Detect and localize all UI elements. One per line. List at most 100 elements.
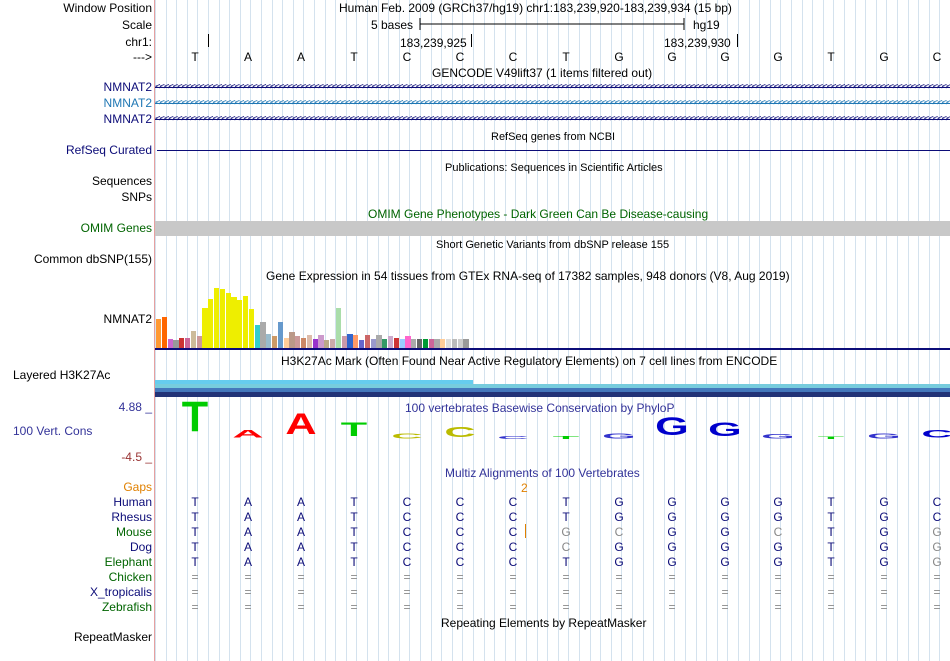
gtex-tissue-bar[interactable] xyxy=(295,336,301,348)
phylop-base-score[interactable]: C xyxy=(444,424,476,441)
refseq-curated-label[interactable]: RefSeq Curated xyxy=(65,143,152,157)
refseq-gene-line[interactable] xyxy=(157,150,950,151)
gtex-tissue-bar[interactable] xyxy=(382,339,388,348)
phylop-base-score[interactable]: G xyxy=(761,433,795,441)
gene-feature-nmnat2-1[interactable]: <<<<<<<<<<<<<<<<<<<<<<<<<<<<<<<<<<<<<<<<… xyxy=(155,83,950,92)
gtex-tissue-bar[interactable] xyxy=(283,338,289,348)
common-dbsnp-label[interactable]: Common dbSNP(155) xyxy=(33,252,152,266)
gtex-tissue-bar[interactable] xyxy=(289,332,295,348)
phylop-base-score[interactable]: G xyxy=(655,413,689,442)
species-label[interactable]: Human xyxy=(113,495,152,509)
gtex-tissue-bar[interactable] xyxy=(248,309,254,348)
gtex-tissue-bar[interactable] xyxy=(277,322,283,348)
gtex-tissue-bar[interactable] xyxy=(266,334,272,348)
gtex-tissue-bar[interactable] xyxy=(161,317,167,348)
gtex-tissue-bar[interactable] xyxy=(185,338,191,348)
conservation-track-label[interactable]: 100 Vert. Cons xyxy=(13,424,93,438)
refseq-track-title[interactable]: RefSeq genes from NCBI xyxy=(491,131,616,143)
gtex-tissue-bar[interactable] xyxy=(376,335,382,348)
species-label[interactable]: Dog xyxy=(129,540,152,554)
gtex-tissue-bar[interactable] xyxy=(353,335,359,348)
gtex-tissue-bar[interactable] xyxy=(179,338,185,348)
gtex-track-title[interactable]: Gene Expression in 54 tissues from GTEx … xyxy=(266,269,790,283)
gtex-tissue-bar[interactable] xyxy=(451,339,457,348)
gencode-track-title[interactable]: GENCODE V49lift37 (1 items filtered out) xyxy=(432,66,653,80)
phylop-base-score[interactable]: C xyxy=(497,434,529,441)
h3k27ac-signal-mid[interactable] xyxy=(155,388,950,392)
genome-browser-tracks[interactable]: Human Feb. 2009 (GRCh37/hg19) chr1:183,2… xyxy=(155,0,950,661)
omim-phenotype-bar[interactable] xyxy=(155,221,950,236)
species-label[interactable]: Mouse xyxy=(115,525,152,539)
omim-track-title[interactable]: OMIM Gene Phenotypes - Dark Green Can Be… xyxy=(368,207,709,221)
gtex-tissue-bar[interactable] xyxy=(446,339,452,348)
gtex-tissue-bar[interactable] xyxy=(190,331,196,348)
phylop-base-score[interactable]: A xyxy=(232,427,264,441)
gtex-gene-label[interactable]: NMNAT2 xyxy=(103,312,152,326)
phylop-base-score[interactable]: A xyxy=(285,408,317,442)
gtex-tissue-bar[interactable] xyxy=(196,336,202,348)
gtex-tissue-bar[interactable] xyxy=(411,339,417,348)
phylop-base-score[interactable]: T xyxy=(340,418,368,441)
gtex-tissue-bar[interactable] xyxy=(330,339,336,348)
publications-track-title[interactable]: Publications: Sequences in Scientific Ar… xyxy=(445,162,663,174)
gene-label-nmnat2-2[interactable]: NMNAT2 xyxy=(103,96,152,110)
gtex-tissue-bar[interactable] xyxy=(312,339,318,348)
h3k27ac-signal-dark[interactable] xyxy=(155,392,950,397)
gtex-tissue-bar[interactable] xyxy=(208,299,214,348)
phylop-base-score[interactable]: T xyxy=(817,436,845,441)
omim-genes-label[interactable]: OMIM Genes xyxy=(80,221,152,235)
gtex-tissue-bar[interactable] xyxy=(219,289,225,348)
gtex-tissue-bar[interactable] xyxy=(399,339,405,348)
gene-feature-nmnat2-2[interactable]: <<<<<<<<<<<<<<<<<<<<<<<<<<<<<<<<<<<<<<<<… xyxy=(155,99,950,108)
gene-label-nmnat2-3[interactable]: NMNAT2 xyxy=(103,112,152,126)
phylop-base-score[interactable]: G xyxy=(708,418,742,441)
gene-feature-nmnat2-3[interactable]: <<<<<<<<<<<<<<<<<<<<<<<<<<<<<<<<<<<<<<<<… xyxy=(155,115,950,124)
species-label[interactable]: Chicken xyxy=(108,570,152,584)
gtex-tissue-bar[interactable] xyxy=(301,338,307,348)
gtex-tissue-bar[interactable] xyxy=(214,288,220,348)
gtex-tissue-bar[interactable] xyxy=(167,339,173,348)
gtex-tissue-bar[interactable] xyxy=(225,293,231,348)
h3k27ac-track-title[interactable]: H3K27Ac Mark (Often Found Near Active Re… xyxy=(281,354,778,368)
gtex-tissue-bar[interactable] xyxy=(405,336,411,348)
multiz-track-title[interactable]: Multiz Alignments of 100 Vertebrates xyxy=(445,466,640,480)
gtex-tissue-bar[interactable] xyxy=(422,339,428,348)
phylop-track-title[interactable]: 100 vertebrates Basewise Conservation by… xyxy=(405,401,675,415)
gtex-tissue-bar[interactable] xyxy=(156,319,162,348)
gtex-tissue-bar[interactable] xyxy=(347,334,353,348)
gtex-tissue-bar[interactable] xyxy=(260,322,266,348)
gtex-tissue-bar[interactable] xyxy=(434,339,440,348)
gtex-tissue-bar[interactable] xyxy=(417,339,423,348)
species-label[interactable]: Elephant xyxy=(104,555,152,569)
phylop-base-score[interactable]: C xyxy=(391,431,423,441)
gtex-tissue-bar[interactable] xyxy=(440,339,446,348)
gtex-tissue-bar[interactable] xyxy=(359,340,365,348)
gtex-tissue-bar[interactable] xyxy=(237,300,243,348)
gtex-tissue-bar[interactable] xyxy=(393,338,399,348)
gtex-tissue-bar[interactable] xyxy=(318,335,324,348)
gene-label-nmnat2-1[interactable]: NMNAT2 xyxy=(103,80,152,94)
gtex-tissue-bar[interactable] xyxy=(243,296,249,348)
repeatmasker-label[interactable]: RepeatMasker xyxy=(73,630,152,644)
gtex-tissue-bar[interactable] xyxy=(231,297,237,348)
gtex-tissue-bar[interactable] xyxy=(272,336,278,348)
gtex-tissue-bar[interactable] xyxy=(173,340,179,348)
phylop-base-score[interactable]: T xyxy=(552,434,580,441)
gtex-tissue-bar[interactable] xyxy=(254,325,260,348)
species-label[interactable]: Zebrafish xyxy=(101,600,152,614)
gtex-tissue-bar[interactable] xyxy=(364,335,370,348)
phylop-base-score[interactable]: C xyxy=(921,427,950,441)
h3k27ac-signal-peak[interactable] xyxy=(155,380,473,386)
gtex-tissue-bar[interactable] xyxy=(324,340,330,348)
dbsnp-track-title[interactable]: Short Genetic Variants from dbSNP releas… xyxy=(436,239,670,251)
gtex-tissue-bar[interactable] xyxy=(457,339,463,348)
gtex-tissue-bar[interactable] xyxy=(202,308,208,348)
species-label[interactable]: Rhesus xyxy=(111,510,152,524)
gtex-expression-chart[interactable] xyxy=(155,283,950,348)
gtex-tissue-bar[interactable] xyxy=(463,339,469,348)
phylop-base-score[interactable]: G xyxy=(867,431,901,441)
phylop-base-score[interactable]: G xyxy=(602,431,636,441)
h3k27ac-signal-light[interactable] xyxy=(155,384,950,388)
gtex-tissue-bar[interactable] xyxy=(341,336,347,348)
